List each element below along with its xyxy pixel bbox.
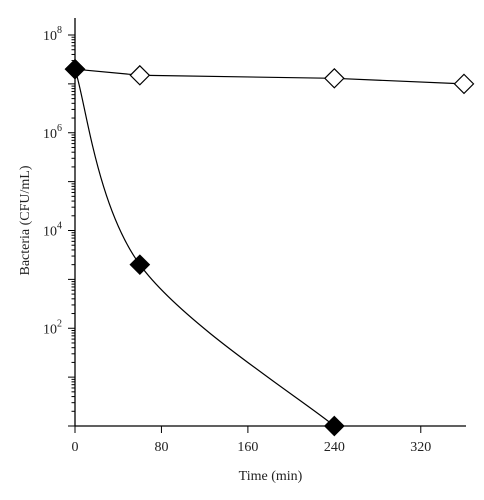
series-markers [64, 58, 475, 437]
filled-diamond-point [323, 415, 345, 437]
x-tick-label: 240 [324, 440, 345, 455]
y-tick-exponent: 6 [57, 123, 62, 134]
y-axis-title: Bacteria (CFU/mL) [18, 165, 33, 275]
filled-diamond-point [64, 58, 86, 80]
x-ticks: 0 80 160 240 320 [72, 426, 431, 455]
y-tick-base: 10 [43, 127, 57, 142]
x-tick-label: 160 [237, 440, 258, 455]
y-tick-exponent: 2 [57, 318, 62, 329]
open-diamond-point [453, 73, 475, 95]
series-lines [74, 68, 465, 427]
y-tick-base: 10 [43, 322, 57, 337]
y-tick-label: 106 [43, 123, 62, 142]
x-tick-label: 0 [72, 440, 79, 455]
y-tick-base: 10 [43, 225, 57, 240]
x-tick-label: 80 [154, 440, 168, 455]
series-filled-line [74, 68, 335, 427]
y-tick-label: 108 [43, 25, 62, 44]
filled-diamond-point [129, 254, 151, 276]
y-tick-label: 104 [43, 221, 62, 240]
x-tick-label: 320 [410, 440, 431, 455]
y-tick-exponent: 8 [57, 25, 62, 36]
y-tick-base: 10 [43, 29, 57, 44]
open-diamond-point [323, 67, 345, 89]
x-axis-title: Time (min) [239, 469, 303, 484]
open-diamond-point [129, 64, 151, 86]
y-tick-label: 102 [43, 318, 62, 337]
y-tick-exponent: 4 [57, 221, 62, 232]
series-open-line [74, 68, 465, 85]
